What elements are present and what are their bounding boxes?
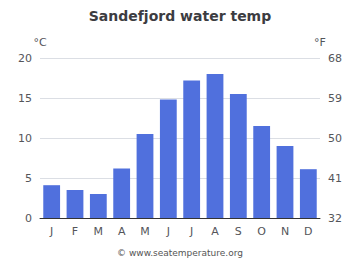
svg-text:F: F [72, 225, 78, 238]
svg-text:J: J [189, 225, 193, 238]
svg-text:15: 15 [18, 92, 32, 105]
svg-text:J: J [166, 225, 170, 238]
svg-text:A: A [118, 225, 126, 238]
svg-text:0: 0 [25, 212, 32, 225]
svg-text:20: 20 [18, 52, 32, 65]
svg-text:41: 41 [328, 172, 342, 185]
svg-text:D: D [304, 225, 312, 238]
svg-text:°F: °F [314, 36, 326, 49]
svg-text:© www.seatemperature.org: © www.seatemperature.org [117, 248, 243, 258]
svg-text:10: 10 [18, 132, 32, 145]
svg-text:N: N [281, 225, 289, 238]
svg-text:5: 5 [25, 172, 32, 185]
svg-text:A: A [211, 225, 219, 238]
svg-text:M: M [94, 225, 104, 238]
svg-text:°C: °C [33, 36, 47, 49]
svg-text:M: M [140, 225, 150, 238]
svg-text:68: 68 [328, 52, 342, 65]
svg-text:O: O [257, 225, 266, 238]
svg-text:Sandefjord water temp: Sandefjord water temp [89, 8, 271, 24]
svg-text:J: J [49, 225, 53, 238]
svg-text:S: S [235, 225, 242, 238]
svg-text:50: 50 [328, 132, 342, 145]
svg-text:32: 32 [328, 212, 342, 225]
svg-text:59: 59 [328, 92, 342, 105]
